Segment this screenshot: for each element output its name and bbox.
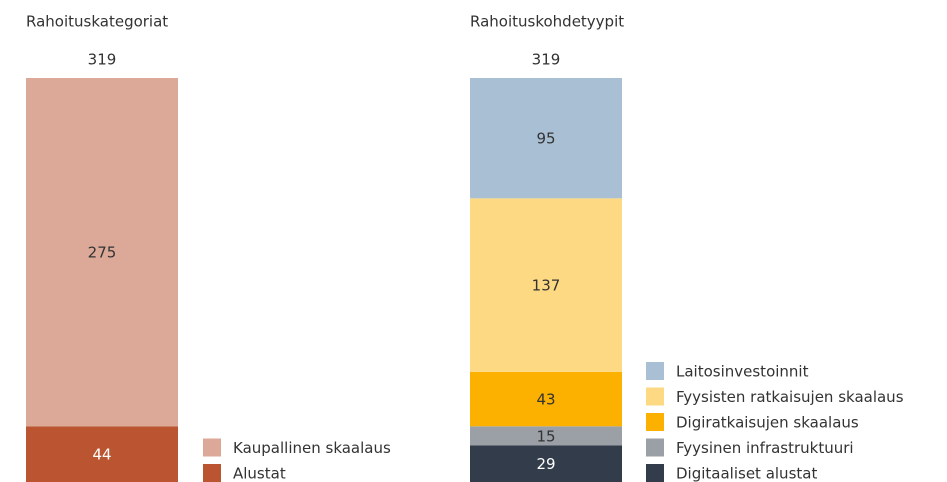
segment-label: 29 [536,455,555,473]
bar-segment [470,426,622,446]
legend-label: Digitaaliset alustat [676,465,817,482]
segment-label: 275 [88,244,117,262]
bar-segment [470,78,622,199]
legend-swatch [203,438,221,457]
chart-title: Rahoituskohdetyypit [470,13,624,31]
legend-swatch [646,464,664,482]
segment-label: 137 [532,277,561,295]
legend-label: Digiratkaisujen skaalaus [676,414,859,432]
segment-label: 44 [92,446,111,464]
bar-segment [470,371,622,427]
total-label: 319 [532,51,561,69]
legend-label: Fyysinen infrastruktuuri [676,439,854,457]
legend-swatch [203,464,221,482]
bar-segment [26,426,178,482]
legend-label: Alustat [233,465,286,482]
bar-segment [26,78,178,427]
legend-swatch [646,387,664,406]
legend-swatch [646,413,664,431]
total-label: 319 [88,51,117,69]
legend-label: Laitosinvestoinnit [676,363,809,381]
bar-segment [470,198,622,372]
segment-label: 15 [536,427,555,445]
legend-label: Kaupallinen skaalaus [233,439,391,457]
segment-label: 95 [536,130,555,148]
legend-swatch [646,438,664,457]
segment-label: 43 [536,391,555,409]
legend-label: Fyysisten ratkaisujen skaalaus [676,388,904,406]
bar-segment [470,445,622,482]
legend-swatch [646,362,664,380]
chart-title: Rahoituskategoriat [26,13,168,31]
